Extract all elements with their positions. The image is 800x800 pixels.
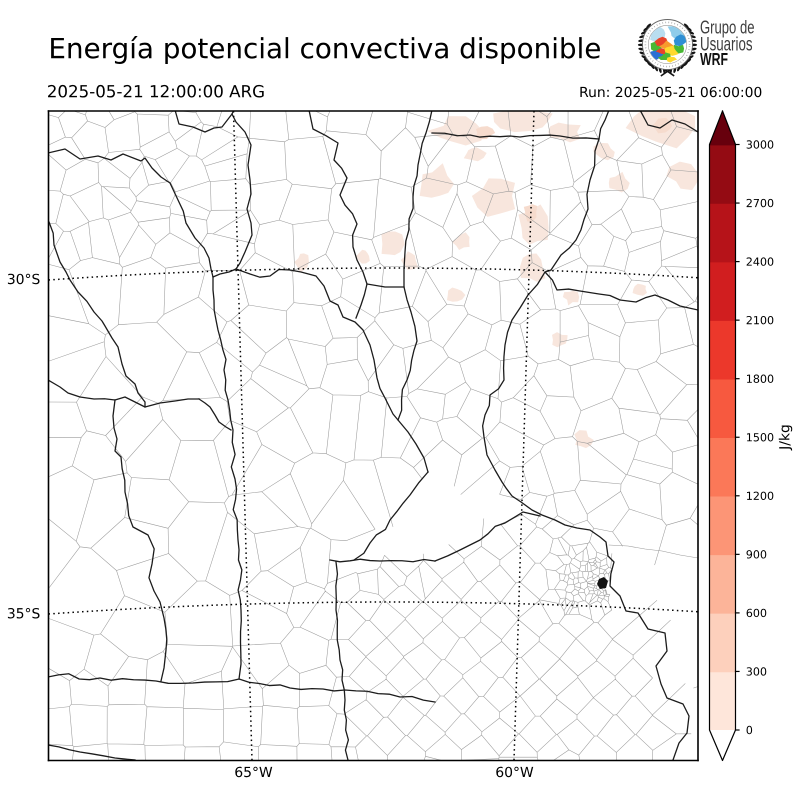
svg-text:Usuarios: Usuarios bbox=[700, 35, 753, 56]
svg-text:Grupo de: Grupo de bbox=[700, 18, 755, 39]
svg-text:WRF: WRF bbox=[700, 49, 728, 69]
